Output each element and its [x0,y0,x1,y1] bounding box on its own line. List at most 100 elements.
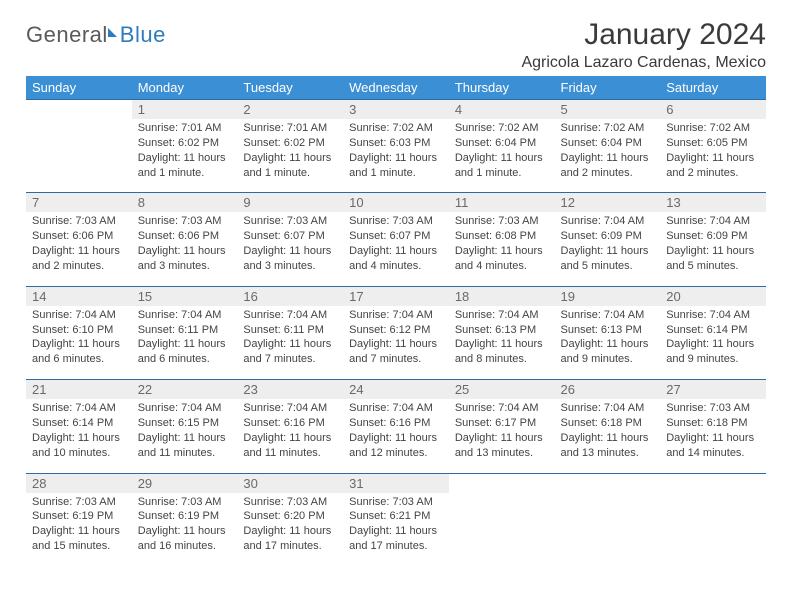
detail-line: Sunset: 6:04 PM [561,136,655,151]
header: General Blue January 2024 Agricola Lazar… [26,18,766,72]
day-number: 2 [237,100,343,119]
day-details: Sunrise: 7:03 AMSunset: 6:19 PMDaylight:… [132,493,238,554]
detail-line: Sunset: 6:02 PM [243,136,337,151]
day-number: 20 [660,287,766,306]
week-row: 1Sunrise: 7:01 AMSunset: 6:02 PMDaylight… [26,99,766,186]
detail-line: Daylight: 11 hours [243,337,337,352]
day-number: 30 [237,474,343,493]
detail-line: Sunset: 6:11 PM [138,323,232,338]
detail-line: Daylight: 11 hours [32,337,126,352]
detail-line: Daylight: 11 hours [455,244,549,259]
detail-line: Daylight: 11 hours [349,244,443,259]
day-cell: 5Sunrise: 7:02 AMSunset: 6:04 PMDaylight… [555,99,661,186]
detail-line: Daylight: 11 hours [138,337,232,352]
detail-line: and 7 minutes. [349,352,443,367]
detail-line: Sunset: 6:09 PM [666,229,760,244]
detail-line: Daylight: 11 hours [666,151,760,166]
day-cell: 7Sunrise: 7:03 AMSunset: 6:06 PMDaylight… [26,192,132,279]
detail-line: Sunrise: 7:02 AM [455,121,549,136]
day-cell: 1Sunrise: 7:01 AMSunset: 6:02 PMDaylight… [132,99,238,186]
day-details: Sunrise: 7:04 AMSunset: 6:12 PMDaylight:… [343,306,449,367]
detail-line: Sunset: 6:15 PM [138,416,232,431]
day-details: Sunrise: 7:02 AMSunset: 6:04 PMDaylight:… [449,119,555,180]
day-cell: 13Sunrise: 7:04 AMSunset: 6:09 PMDayligh… [660,192,766,279]
detail-line: Daylight: 11 hours [243,151,337,166]
detail-line: Daylight: 11 hours [561,244,655,259]
detail-line: Daylight: 11 hours [455,337,549,352]
detail-line: Sunset: 6:12 PM [349,323,443,338]
detail-line: Sunset: 6:19 PM [32,509,126,524]
detail-line: Sunrise: 7:04 AM [138,308,232,323]
day-details: Sunrise: 7:04 AMSunset: 6:13 PMDaylight:… [449,306,555,367]
day-number: 10 [343,193,449,212]
detail-line: and 9 minutes. [666,352,760,367]
detail-line: Sunrise: 7:03 AM [349,495,443,510]
detail-line: Sunset: 6:11 PM [243,323,337,338]
detail-line: Sunset: 6:16 PM [349,416,443,431]
detail-line: and 15 minutes. [32,539,126,554]
day-details: Sunrise: 7:04 AMSunset: 6:10 PMDaylight:… [26,306,132,367]
detail-line: Sunrise: 7:04 AM [666,308,760,323]
detail-line: Sunrise: 7:04 AM [243,401,337,416]
day-cell: 30Sunrise: 7:03 AMSunset: 6:20 PMDayligh… [237,473,343,560]
day-number: 13 [660,193,766,212]
detail-line: Sunset: 6:05 PM [666,136,760,151]
detail-line: and 17 minutes. [349,539,443,554]
day-number: 27 [660,380,766,399]
day-details: Sunrise: 7:04 AMSunset: 6:17 PMDaylight:… [449,399,555,460]
detail-line: and 1 minute. [349,166,443,181]
day-number: 29 [132,474,238,493]
detail-line: Sunrise: 7:04 AM [455,308,549,323]
day-number: 26 [555,380,661,399]
detail-line: and 2 minutes. [561,166,655,181]
detail-line: Sunset: 6:21 PM [349,509,443,524]
detail-line: Sunset: 6:06 PM [138,229,232,244]
day-number: 23 [237,380,343,399]
detail-line: Sunrise: 7:03 AM [138,214,232,229]
day-number: 22 [132,380,238,399]
dow-saturday: Saturday [660,76,766,99]
day-cell: 6Sunrise: 7:02 AMSunset: 6:05 PMDaylight… [660,99,766,186]
day-cell: 14Sunrise: 7:04 AMSunset: 6:10 PMDayligh… [26,286,132,373]
detail-line: Daylight: 11 hours [349,431,443,446]
detail-line: Sunrise: 7:04 AM [561,401,655,416]
detail-line: Sunrise: 7:04 AM [561,308,655,323]
detail-line: and 2 minutes. [666,166,760,181]
day-cell: 16Sunrise: 7:04 AMSunset: 6:11 PMDayligh… [237,286,343,373]
detail-line: and 2 minutes. [32,259,126,274]
detail-line: and 5 minutes. [666,259,760,274]
detail-line: and 3 minutes. [243,259,337,274]
day-cell: 24Sunrise: 7:04 AMSunset: 6:16 PMDayligh… [343,379,449,466]
detail-line: Sunset: 6:20 PM [243,509,337,524]
day-details: Sunrise: 7:04 AMSunset: 6:09 PMDaylight:… [555,212,661,273]
day-details: Sunrise: 7:04 AMSunset: 6:14 PMDaylight:… [660,306,766,367]
detail-line: Sunrise: 7:02 AM [349,121,443,136]
detail-line: Daylight: 11 hours [666,431,760,446]
week-row: 14Sunrise: 7:04 AMSunset: 6:10 PMDayligh… [26,286,766,373]
detail-line: and 13 minutes. [561,446,655,461]
detail-line: Daylight: 11 hours [138,524,232,539]
detail-line: Sunset: 6:13 PM [561,323,655,338]
detail-line: Daylight: 11 hours [561,151,655,166]
day-details: Sunrise: 7:03 AMSunset: 6:19 PMDaylight:… [26,493,132,554]
detail-line: Sunrise: 7:04 AM [138,401,232,416]
detail-line: Daylight: 11 hours [243,244,337,259]
week-row: 7Sunrise: 7:03 AMSunset: 6:06 PMDaylight… [26,192,766,279]
detail-line: Sunset: 6:09 PM [561,229,655,244]
day-details: Sunrise: 7:04 AMSunset: 6:15 PMDaylight:… [132,399,238,460]
empty-cell [660,473,766,560]
detail-line: Sunrise: 7:04 AM [455,401,549,416]
detail-line: and 4 minutes. [455,259,549,274]
day-details: Sunrise: 7:03 AMSunset: 6:08 PMDaylight:… [449,212,555,273]
day-details: Sunrise: 7:03 AMSunset: 6:06 PMDaylight:… [26,212,132,273]
day-number: 1 [132,100,238,119]
detail-line: and 8 minutes. [455,352,549,367]
dow-thursday: Thursday [449,76,555,99]
dow-tuesday: Tuesday [237,76,343,99]
detail-line: Daylight: 11 hours [666,337,760,352]
day-number: 31 [343,474,449,493]
day-number: 3 [343,100,449,119]
detail-line: Sunset: 6:19 PM [138,509,232,524]
day-number: 21 [26,380,132,399]
day-cell: 9Sunrise: 7:03 AMSunset: 6:07 PMDaylight… [237,192,343,279]
